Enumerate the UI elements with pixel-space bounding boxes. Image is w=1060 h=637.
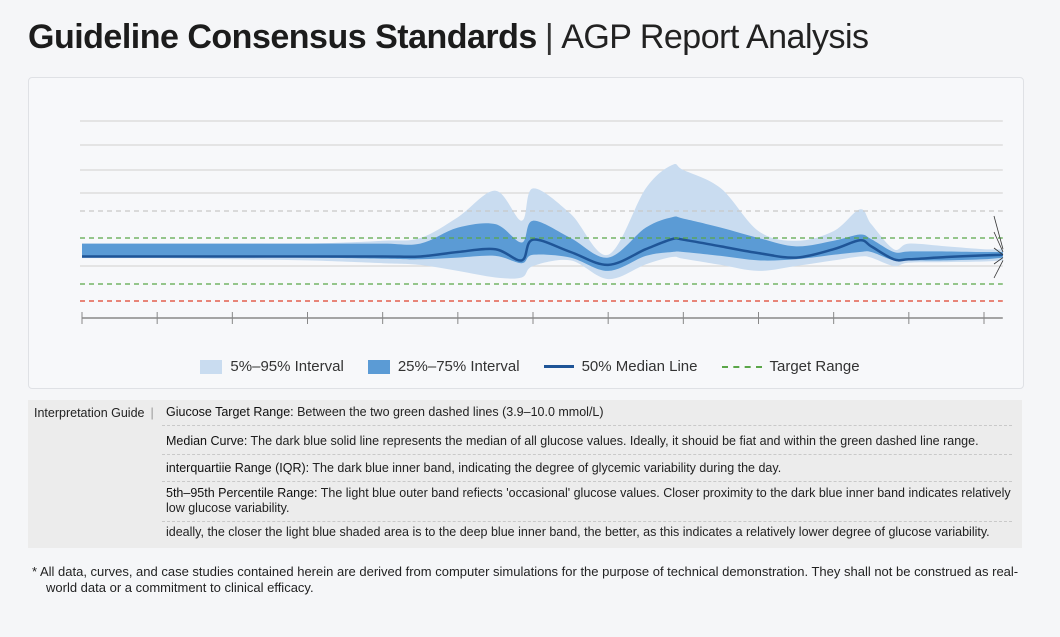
chart-legend: 5%–95% Interval 25%–75% Interval 50% Med…: [0, 358, 1060, 375]
percentile-leader: [993, 247, 1004, 256]
interpretation-guide: Interpretation Guide | Giucose Target Ran…: [28, 400, 1022, 548]
guide-row: Median Curve: The dark blue solid line r…: [162, 430, 1012, 455]
guide-term: Median Curve:: [166, 434, 248, 448]
legend-label: 25%–75% Interval: [397, 358, 520, 375]
median-line: [82, 237, 1003, 267]
legend-swatch: [543, 365, 574, 368]
legend-item: Target Range: [721, 358, 860, 375]
band-5-95: [82, 163, 1003, 280]
percentile-leader: [993, 257, 1004, 265]
title-main: Guideline Consensus Standards: [28, 18, 537, 56]
agp-chart: [80, 120, 1004, 324]
legend-swatch: [367, 359, 390, 374]
guide-label-text: Interpretation Guide: [34, 406, 145, 420]
guide-term: Giucose Target Range:: [166, 405, 294, 419]
guide-row: 5th–95th Percentile Range: The light blu…: [162, 482, 1012, 522]
percentile-leader: [993, 215, 1004, 250]
percentile-leader: [993, 231, 1004, 253]
guide-text: The light blue outer band refiects 'occa…: [166, 486, 1011, 515]
guide-label: Interpretation Guide |: [34, 406, 154, 420]
guide-text: The dark blue inner band, indicating the…: [309, 461, 782, 475]
legend-item: 5%–95% Interval: [200, 358, 344, 375]
title-sub: AGP Report Analysis: [561, 18, 869, 56]
guide-term: interquartiie Range (IQR):: [166, 461, 310, 475]
guide-term: 5th–95th Percentile Range:: [166, 486, 318, 500]
disclaimer-note: * All data, curves, and case studies con…: [32, 564, 1019, 595]
page-title: Guideline Consensus Standards | AGP Report…: [28, 18, 869, 57]
legend-swatch: [721, 365, 762, 368]
title-separator: |: [544, 18, 554, 56]
percentile-leader: [993, 260, 1004, 279]
guide-text: The dark blue solid line represents the …: [247, 434, 979, 448]
legend-item: 25%–75% Interval: [367, 358, 520, 375]
legend-label: 50% Median Line: [581, 358, 698, 375]
legend-label: Target Range: [769, 358, 860, 375]
legend-item: 50% Median Line: [543, 358, 698, 375]
guide-row: Giucose Target Range: Between the two gr…: [162, 401, 1012, 426]
legend-swatch: [200, 359, 223, 374]
legend-label: 5%–95% Interval: [230, 358, 344, 375]
guide-text: ideally, the closer the light blue shade…: [166, 525, 990, 539]
guide-row: interquartiie Range (IQR): The dark blue…: [162, 457, 1012, 482]
guide-text: Between the two green dashed lines (3.9–…: [293, 405, 604, 419]
guide-row: ideally, the closer the light blue shade…: [162, 521, 1012, 545]
